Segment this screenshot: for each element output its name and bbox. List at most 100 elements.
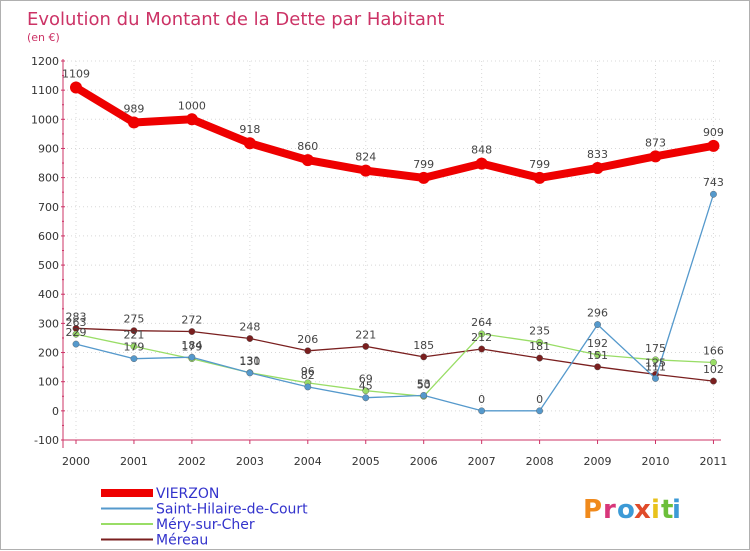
data-point bbox=[301, 154, 314, 167]
y-tick-label: 100 bbox=[38, 376, 59, 389]
logo-letter: i bbox=[651, 495, 660, 525]
data-label: 184 bbox=[181, 339, 202, 352]
logo-letter: P bbox=[583, 495, 602, 525]
y-tick-label: 800 bbox=[38, 172, 59, 185]
logo-letter: r bbox=[603, 495, 616, 525]
data-label: 212 bbox=[471, 331, 492, 344]
y-tick-label: 300 bbox=[38, 317, 59, 330]
y-tick-label: 0 bbox=[52, 405, 59, 418]
y-tick-label: -100 bbox=[34, 434, 59, 447]
data-point bbox=[536, 407, 543, 415]
data-point bbox=[478, 330, 486, 338]
data-label: 111 bbox=[645, 360, 666, 373]
data-point bbox=[243, 137, 256, 150]
data-label: 50 bbox=[417, 378, 431, 391]
chart-title: Evolution du Montant de la Dette par Hab… bbox=[27, 9, 444, 30]
x-tick-label: 2004 bbox=[294, 455, 322, 468]
data-point bbox=[359, 164, 372, 177]
y-tick-label: 700 bbox=[38, 201, 59, 214]
data-label: 0 bbox=[478, 393, 485, 406]
data-point bbox=[72, 340, 80, 348]
legend-swatch bbox=[101, 538, 153, 541]
data-point bbox=[188, 328, 196, 335]
chart-subtitle: (en €) bbox=[27, 31, 60, 44]
data-point bbox=[72, 330, 80, 338]
data-label: 45 bbox=[359, 380, 373, 393]
data-label: 743 bbox=[703, 176, 724, 189]
data-point bbox=[130, 343, 138, 350]
data-label: 185 bbox=[413, 339, 434, 352]
data-point bbox=[594, 363, 601, 371]
x-tick-label: 2011 bbox=[699, 455, 727, 468]
logo-letter: t bbox=[661, 495, 673, 525]
data-point bbox=[478, 345, 486, 353]
y-tick-label: 400 bbox=[38, 288, 59, 301]
y-tick-label: 500 bbox=[38, 259, 59, 272]
data-label: 263 bbox=[66, 316, 87, 329]
data-point bbox=[710, 359, 717, 366]
legend-label: Méry-sur-Cher bbox=[156, 517, 255, 533]
data-point bbox=[246, 369, 254, 377]
data-point bbox=[420, 353, 428, 361]
data-point bbox=[362, 343, 370, 350]
data-point bbox=[594, 321, 601, 328]
series-lines bbox=[70, 81, 720, 415]
data-label: 824 bbox=[355, 151, 376, 164]
series-line-0 bbox=[72, 83, 718, 182]
data-point bbox=[304, 383, 312, 391]
data-label: 206 bbox=[297, 333, 318, 346]
series-line-2 bbox=[75, 333, 715, 397]
data-label: 848 bbox=[471, 144, 492, 157]
legend-swatch bbox=[101, 507, 153, 510]
y-tick-label: 900 bbox=[38, 142, 59, 155]
data-label: 0 bbox=[536, 393, 543, 406]
axes: 1200110010009008007006005004003002001000… bbox=[31, 55, 727, 468]
y-tick-label: 200 bbox=[38, 347, 59, 360]
data-label: 272 bbox=[181, 314, 202, 327]
data-point bbox=[246, 335, 254, 342]
logo-letter: o bbox=[617, 495, 635, 525]
x-tick-label: 2000 bbox=[62, 455, 90, 468]
legend-label: Méreau bbox=[156, 533, 208, 549]
logo-letter: x bbox=[634, 495, 651, 525]
data-point bbox=[417, 171, 430, 184]
legend-label: VIERZON bbox=[156, 486, 219, 502]
data-label: 275 bbox=[123, 313, 144, 326]
data-point bbox=[130, 327, 138, 335]
x-tick-label: 2010 bbox=[642, 455, 670, 468]
data-label: 873 bbox=[645, 136, 666, 149]
data-point bbox=[707, 139, 720, 152]
data-point bbox=[188, 353, 196, 361]
x-tick-label: 2003 bbox=[236, 455, 264, 468]
data-label: 799 bbox=[529, 158, 550, 171]
logo-letter: i bbox=[672, 495, 681, 525]
data-label: 235 bbox=[529, 324, 550, 337]
data-point bbox=[362, 394, 370, 402]
x-tick-label: 2005 bbox=[352, 455, 380, 468]
data-point bbox=[478, 407, 486, 415]
data-point bbox=[652, 375, 659, 382]
data-label: 264 bbox=[471, 316, 492, 329]
data-point bbox=[70, 81, 82, 94]
x-tick-label: 2001 bbox=[120, 455, 148, 468]
data-label: 69 bbox=[359, 373, 373, 386]
data-label: 181 bbox=[529, 340, 550, 353]
legend-swatch bbox=[101, 523, 153, 525]
data-label: 179 bbox=[123, 341, 144, 354]
data-point bbox=[710, 377, 717, 385]
y-tick-label: 600 bbox=[38, 230, 59, 243]
data-point bbox=[536, 354, 543, 362]
data-point bbox=[710, 190, 717, 198]
data-label: 909 bbox=[703, 126, 724, 139]
data-label: 1000 bbox=[178, 99, 206, 112]
series-line-3 bbox=[75, 327, 715, 382]
data-label: 296 bbox=[587, 307, 608, 320]
legend-swatch bbox=[101, 489, 153, 497]
data-label: 151 bbox=[587, 349, 608, 362]
data-point bbox=[304, 347, 312, 355]
data-label: 799 bbox=[413, 158, 434, 171]
